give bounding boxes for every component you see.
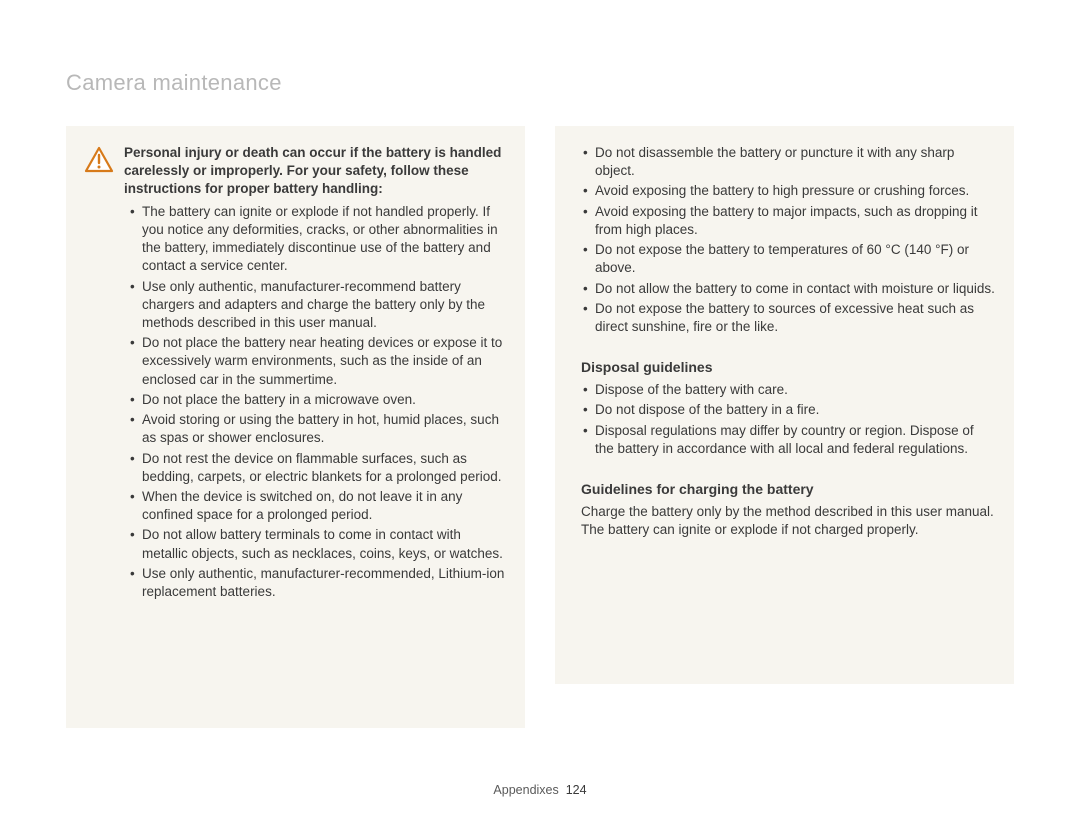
page-title: Camera maintenance: [66, 70, 1014, 96]
left-bullet-block: The battery can ignite or explode if not…: [84, 203, 507, 602]
left-column: Personal injury or death can occur if th…: [66, 126, 525, 728]
list-item: Do not allow battery terminals to come i…: [128, 526, 507, 562]
list-item: Avoid storing or using the battery in ho…: [128, 411, 507, 447]
footer-page-number: 124: [566, 783, 587, 797]
right-column: Do not disassemble the battery or punctu…: [555, 126, 1014, 728]
warning-box-left: Personal injury or death can occur if th…: [66, 126, 525, 728]
left-bullet-list: The battery can ignite or explode if not…: [128, 203, 507, 602]
list-item: Do not rest the device on flammable surf…: [128, 450, 507, 486]
charging-heading: Guidelines for charging the battery: [573, 480, 996, 499]
list-item: Use only authentic, manufacturer-recomme…: [128, 565, 507, 601]
warning-box-right: Do not disassemble the battery or punctu…: [555, 126, 1014, 684]
list-item: Do not allow the battery to come in cont…: [581, 280, 996, 298]
list-item: Do not place the battery in a microwave …: [128, 391, 507, 409]
list-item: Do not dispose of the battery in a fire.: [581, 401, 996, 419]
page-footer: Appendixes 124: [0, 783, 1080, 797]
list-item: Avoid exposing the battery to major impa…: [581, 203, 996, 239]
charging-paragraph: Charge the battery only by the method de…: [573, 503, 996, 539]
list-item: Do not disassemble the battery or punctu…: [581, 144, 996, 180]
list-item: Do not expose the battery to sources of …: [581, 300, 996, 336]
warning-heading-text: Personal injury or death can occur if th…: [124, 144, 507, 199]
list-item: Use only authentic, manufacturer-recomme…: [128, 278, 507, 333]
footer-section-label: Appendixes: [493, 783, 558, 797]
disposal-block: Dispose of the battery with care. Do not…: [573, 381, 996, 458]
warning-icon: [84, 144, 114, 179]
list-item: Avoid exposing the battery to high press…: [581, 182, 996, 200]
list-item: Do not place the battery near heating de…: [128, 334, 507, 389]
list-item: The battery can ignite or explode if not…: [128, 203, 507, 276]
disposal-bullet-list: Dispose of the battery with care. Do not…: [581, 381, 996, 458]
disposal-heading: Disposal guidelines: [573, 358, 996, 377]
right-top-bullet-list: Do not disassemble the battery or punctu…: [581, 144, 996, 336]
list-item: Disposal regulations may differ by count…: [581, 422, 996, 458]
content-columns: Personal injury or death can occur if th…: [66, 126, 1014, 728]
list-item: When the device is switched on, do not l…: [128, 488, 507, 524]
warning-header: Personal injury or death can occur if th…: [84, 144, 507, 199]
list-item: Do not expose the battery to temperature…: [581, 241, 996, 277]
list-item: Dispose of the battery with care.: [581, 381, 996, 399]
right-top-block: Do not disassemble the battery or punctu…: [573, 144, 996, 336]
